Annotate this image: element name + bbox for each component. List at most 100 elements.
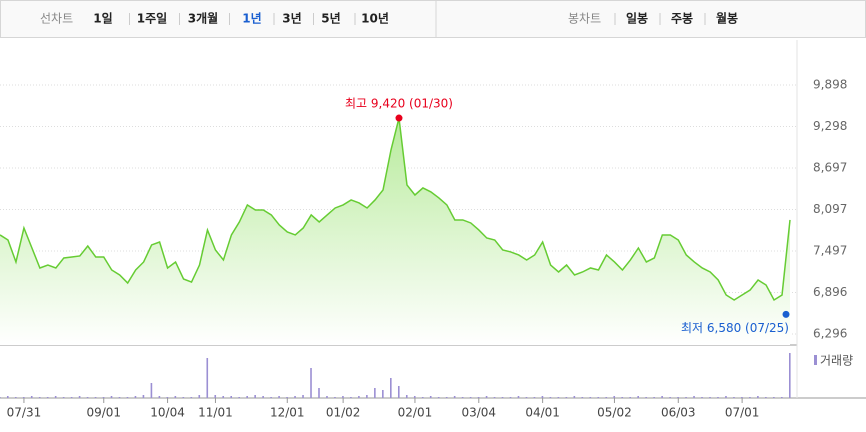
volume-bar [270, 397, 272, 398]
x-tick-label: 01/02 [326, 406, 361, 420]
volume-bar [645, 397, 647, 398]
volume-bar [709, 397, 711, 398]
y-tick-label: 6,896 [813, 285, 847, 299]
volume-bar [757, 396, 759, 398]
x-tick-label: 10/04 [150, 406, 185, 420]
y-tick-label: 8,697 [813, 161, 847, 175]
volume-bar [70, 397, 73, 398]
volume-bar [429, 396, 432, 398]
x-tick-label: 09/01 [86, 406, 121, 420]
volume-bar [230, 396, 233, 398]
volume-bar [86, 397, 89, 398]
volume-bar [493, 397, 496, 398]
volume-bar [158, 396, 161, 398]
volume-bar [246, 396, 248, 398]
price-area [0, 118, 790, 346]
volume-bar [605, 397, 608, 398]
volume-bar [397, 386, 400, 398]
volume-bar [701, 397, 703, 398]
volume-bar [469, 397, 472, 398]
volume-bar [342, 396, 344, 398]
volume-bar [206, 358, 209, 398]
volume-bar [613, 396, 616, 398]
volume-bar [366, 395, 368, 398]
x-tick-label: 07/31 [7, 406, 42, 420]
period-tab[interactable]: 5년 [321, 12, 340, 26]
period-tab[interactable]: 3개월 [188, 11, 218, 26]
volume-bar [334, 397, 336, 398]
volume-bar [94, 397, 97, 398]
volume-bar [765, 397, 767, 398]
volume-bar [637, 396, 639, 398]
volume-bar [461, 397, 464, 398]
volume-bar [501, 397, 504, 398]
volume-bar [509, 397, 512, 398]
volume-bar [597, 397, 600, 398]
y-tick-label: 9,898 [813, 78, 847, 92]
volume-bar [38, 397, 41, 398]
volume-bar [445, 397, 448, 398]
candle-tab[interactable]: 주봉 [671, 12, 693, 26]
volume-bar [685, 397, 687, 398]
y-tick-label: 7,497 [813, 243, 847, 257]
volume-bar [278, 396, 280, 398]
volume-bar [781, 397, 783, 398]
volume-bar [693, 396, 695, 398]
period-tab[interactable]: 1년 [242, 12, 261, 26]
volume-bar [198, 395, 201, 398]
volume-bar [254, 395, 256, 398]
volume-bar [214, 395, 217, 398]
volume-bar [773, 397, 775, 398]
volume-bar [54, 396, 57, 398]
volume-bar [541, 396, 544, 398]
period-tab[interactable]: 1일 [93, 12, 112, 26]
candle-tab[interactable]: 월봉 [716, 11, 738, 26]
volume-bar [110, 396, 113, 398]
volume-bar [382, 390, 384, 398]
volume-bar [358, 396, 360, 398]
volume-bar [6, 396, 9, 398]
volume-bar [581, 397, 584, 398]
volume-bar [653, 397, 655, 398]
volume-bar [589, 397, 592, 398]
volume-bar [549, 397, 552, 398]
x-tick-label: 04/01 [525, 406, 560, 420]
volume-bar [22, 397, 25, 398]
candle-tab[interactable]: 일봉 [626, 12, 648, 26]
volume-bar [62, 397, 65, 398]
y-tick-label: 8,097 [813, 202, 847, 216]
period-tab[interactable]: 3년 [282, 12, 301, 26]
x-tick-label: 11/01 [198, 406, 233, 420]
volume-bar [294, 396, 296, 398]
volume-bar [525, 397, 528, 398]
volume-bar [390, 378, 392, 398]
price-line [0, 117, 791, 302]
x-tick-label: 03/04 [461, 406, 496, 420]
extreme-label: 최고 9,420 (01/30) [345, 97, 453, 111]
volume-bar [286, 397, 288, 398]
volume-bar [238, 397, 240, 398]
x-tick-label: 02/01 [398, 406, 433, 420]
x-tick-label: 05/02 [597, 406, 632, 420]
period-tab[interactable]: 10년 [361, 12, 389, 26]
volume-bar [517, 396, 520, 398]
volume-bar [477, 397, 480, 398]
y-tick-label: 6,296 [813, 327, 847, 341]
volume-bar [30, 396, 33, 398]
volume-bar [78, 396, 81, 398]
tab-bar [0, 0, 866, 38]
volume-bar [262, 396, 264, 398]
volume-bar [118, 397, 121, 398]
x-tick-label: 07/01 [725, 406, 760, 420]
volume-bar [533, 397, 536, 398]
period-tab[interactable]: 1주일 [137, 12, 167, 26]
x-tick-label: 06/03 [661, 406, 696, 420]
volume-bar [150, 383, 153, 398]
volume-bar [142, 395, 145, 398]
y-tick-label: 9,298 [813, 119, 847, 133]
extreme-label: 최저 6,580 (07/25) [681, 321, 789, 335]
tab-group-label: 선차트 [40, 12, 73, 26]
volume-bar [190, 397, 193, 398]
volume-bar [318, 388, 320, 398]
